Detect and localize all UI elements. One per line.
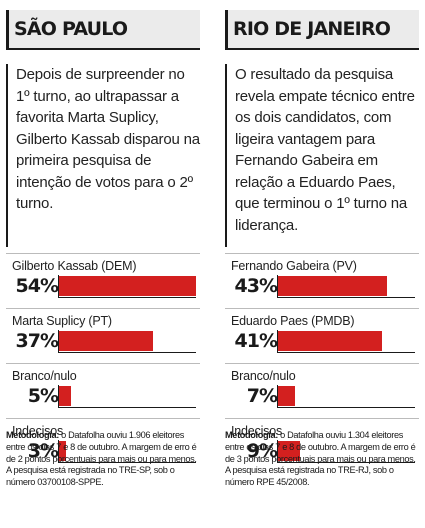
- bar-value-label: 3%: [27, 440, 59, 462]
- bar-track: [277, 385, 415, 408]
- bar-track: [277, 275, 415, 298]
- bar-value-label: 7%: [246, 385, 278, 407]
- column-sao-paulo: SÃO PAULO Depois de surpreender no 1º tu…: [6, 10, 200, 522]
- bar-value-label: 9%: [246, 440, 278, 462]
- methodology-note: Metodologia: o Datafolha ouviu 1.906 ele…: [6, 430, 198, 489]
- bar-category-label: Gilberto Kassab (DEM): [12, 259, 137, 273]
- bar-item: Branco/nulo 7%: [225, 363, 419, 418]
- bar-item: Branco/nulo 5%: [6, 363, 200, 418]
- bar-value-label: 43%: [234, 275, 278, 297]
- bar-item: Fernando Gabeira (PV) 43%: [225, 253, 419, 308]
- column-header: SÃO PAULO: [6, 10, 200, 50]
- bar-value-label: 54%: [15, 275, 59, 297]
- methodology-text: o Datafolha ouviu 1.906 eleitores entre …: [6, 430, 197, 488]
- bar-axis-line: [58, 440, 59, 462]
- bar-track: [277, 440, 415, 463]
- bar: [58, 441, 66, 461]
- bar-category-label: Branco/nulo: [231, 369, 296, 383]
- intro-text-block: O resultado da pesquisa revela empate té…: [225, 64, 419, 247]
- bar-axis-line: [277, 440, 278, 462]
- bar-track: [58, 330, 196, 353]
- bar-track: [58, 275, 196, 298]
- column-header: RIO DE JANEIRO: [225, 10, 419, 50]
- bar: [277, 276, 387, 296]
- bar-item: Eduardo Paes (PMDB) 41%: [225, 308, 419, 363]
- bar-category-label: Marta Suplicy (PT): [12, 314, 112, 328]
- intro-text-block: Depois de surpreender no 1º turno, ao ul…: [6, 64, 200, 247]
- methodology-label: Metodologia:: [225, 430, 278, 440]
- bar-item: Marta Suplicy (PT) 37%: [6, 308, 200, 363]
- methodology-label: Metodologia:: [6, 430, 59, 440]
- bar-category-label: Branco/nulo: [12, 369, 77, 383]
- bar-category-label: Indecisos: [231, 424, 283, 438]
- bar-category-label: Fernando Gabeira (PV): [231, 259, 357, 273]
- bar: [277, 441, 300, 461]
- bar-track: [58, 385, 196, 408]
- bar-value-label: 37%: [15, 330, 59, 352]
- bar-item: Gilberto Kassab (DEM) 54%: [6, 253, 200, 308]
- bar: [58, 276, 196, 296]
- bar-axis-line: [277, 330, 278, 352]
- bar-track: [58, 440, 196, 463]
- header-accent-bar: [225, 10, 228, 48]
- bar-axis-line: [58, 385, 59, 407]
- bar-axis-line: [277, 275, 278, 297]
- bar-chart: Gilberto Kassab (DEM) 54% Marta Suplicy (P…: [6, 253, 200, 473]
- intro-text: Depois de surpreender no 1º turno, ao ul…: [16, 66, 200, 212]
- bar: [277, 386, 295, 406]
- bar-value-label: 5%: [27, 385, 59, 407]
- bar: [58, 331, 153, 351]
- bar-axis-line: [277, 385, 278, 407]
- bar-axis-line: [58, 330, 59, 352]
- bar-category-label: Eduardo Paes (PMDB): [231, 314, 355, 328]
- bar: [58, 386, 71, 406]
- bar-item: Indecisos 3%: [6, 418, 200, 473]
- intro-text: O resultado da pesquisa revela empate té…: [235, 66, 415, 234]
- bar-chart: Fernando Gabeira (PV) 43% Eduardo Paes (PM…: [225, 253, 419, 473]
- column-rio-de-janeiro: RIO DE JANEIRO O resultado da pesquisa r…: [225, 10, 419, 522]
- header-accent-bar: [6, 10, 9, 48]
- bar-track: [277, 330, 415, 353]
- column-title: SÃO PAULO: [14, 18, 128, 40]
- methodology-note: Metodologia: o Datafolha ouviu 1.304 ele…: [225, 430, 417, 489]
- bar-axis-line: [58, 275, 59, 297]
- bar: [277, 331, 382, 351]
- methodology-text: o Datafolha ouviu 1.304 eleitores entre …: [225, 430, 416, 488]
- column-title: RIO DE JANEIRO: [233, 18, 391, 40]
- bar-value-label: 41%: [234, 330, 278, 352]
- bar-item: Indecisos 9%: [225, 418, 419, 473]
- bar-category-label: Indecisos: [12, 424, 64, 438]
